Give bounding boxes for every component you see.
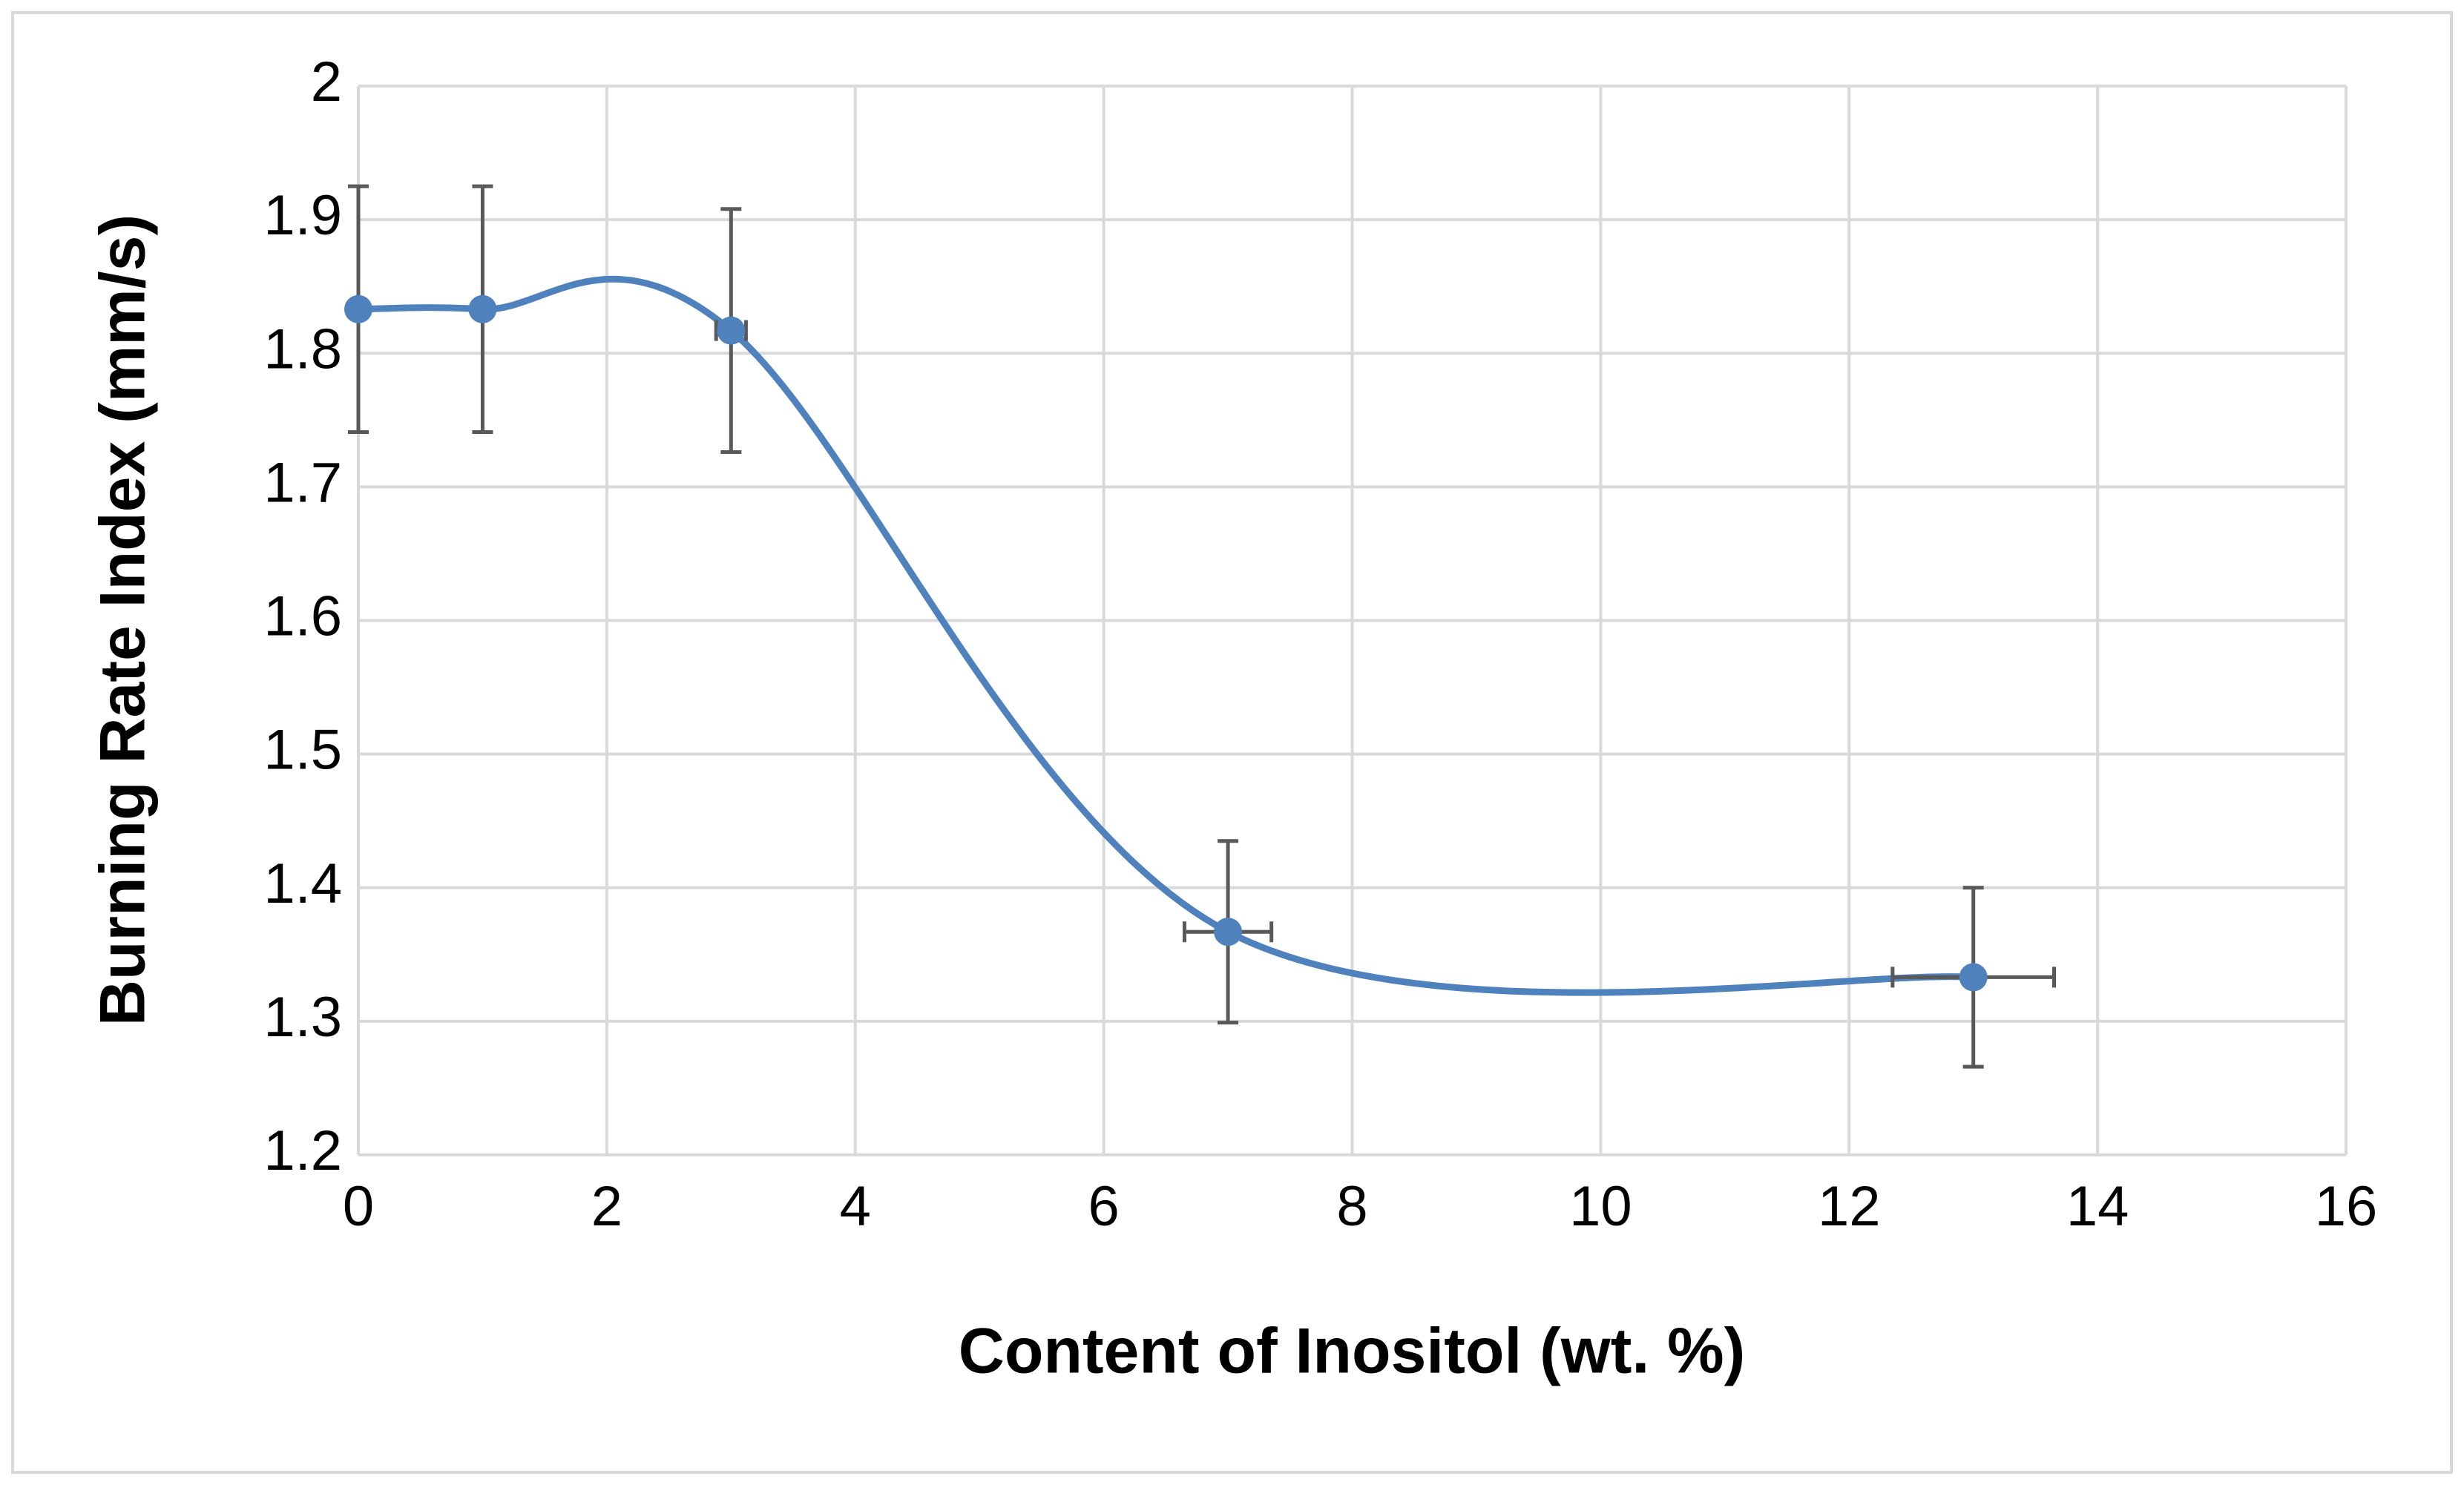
series-line	[358, 275, 1974, 996]
data-point	[1959, 963, 1988, 992]
x-tick-label: 0	[343, 1175, 374, 1238]
data-point	[1214, 918, 1243, 946]
x-tick-label: 8	[1336, 1175, 1367, 1238]
y-tick-label: 1.3	[263, 986, 342, 1049]
x-axis-title: Content of Inositol (wt. %)	[959, 1316, 1745, 1387]
x-tick-label: 10	[1569, 1175, 1632, 1238]
y-tick-label: 2	[311, 50, 342, 113]
x-tick-label: 12	[1818, 1175, 1881, 1238]
x-tick-label: 16	[2315, 1175, 2378, 1238]
y-tick-label: 1.7	[263, 451, 342, 514]
y-axis-title: Burning Rate Index (mm/s)	[88, 214, 159, 1026]
data-point	[468, 294, 497, 323]
data-point	[344, 294, 372, 323]
y-tick-label: 1.6	[263, 585, 342, 648]
y-tick-label: 1.8	[263, 317, 342, 381]
y-tick-label: 1.5	[263, 719, 342, 782]
x-tick-label: 4	[840, 1175, 871, 1238]
data-point	[717, 316, 746, 345]
x-tick-label: 6	[1088, 1175, 1119, 1238]
y-tick-label: 1.4	[263, 852, 342, 915]
x-tick-label: 2	[591, 1175, 622, 1238]
y-tick-label: 1.9	[263, 184, 342, 247]
chart-frame	[11, 11, 2453, 1474]
x-tick-label: 14	[2066, 1175, 2129, 1238]
y-tick-label: 1.2	[263, 1119, 342, 1182]
